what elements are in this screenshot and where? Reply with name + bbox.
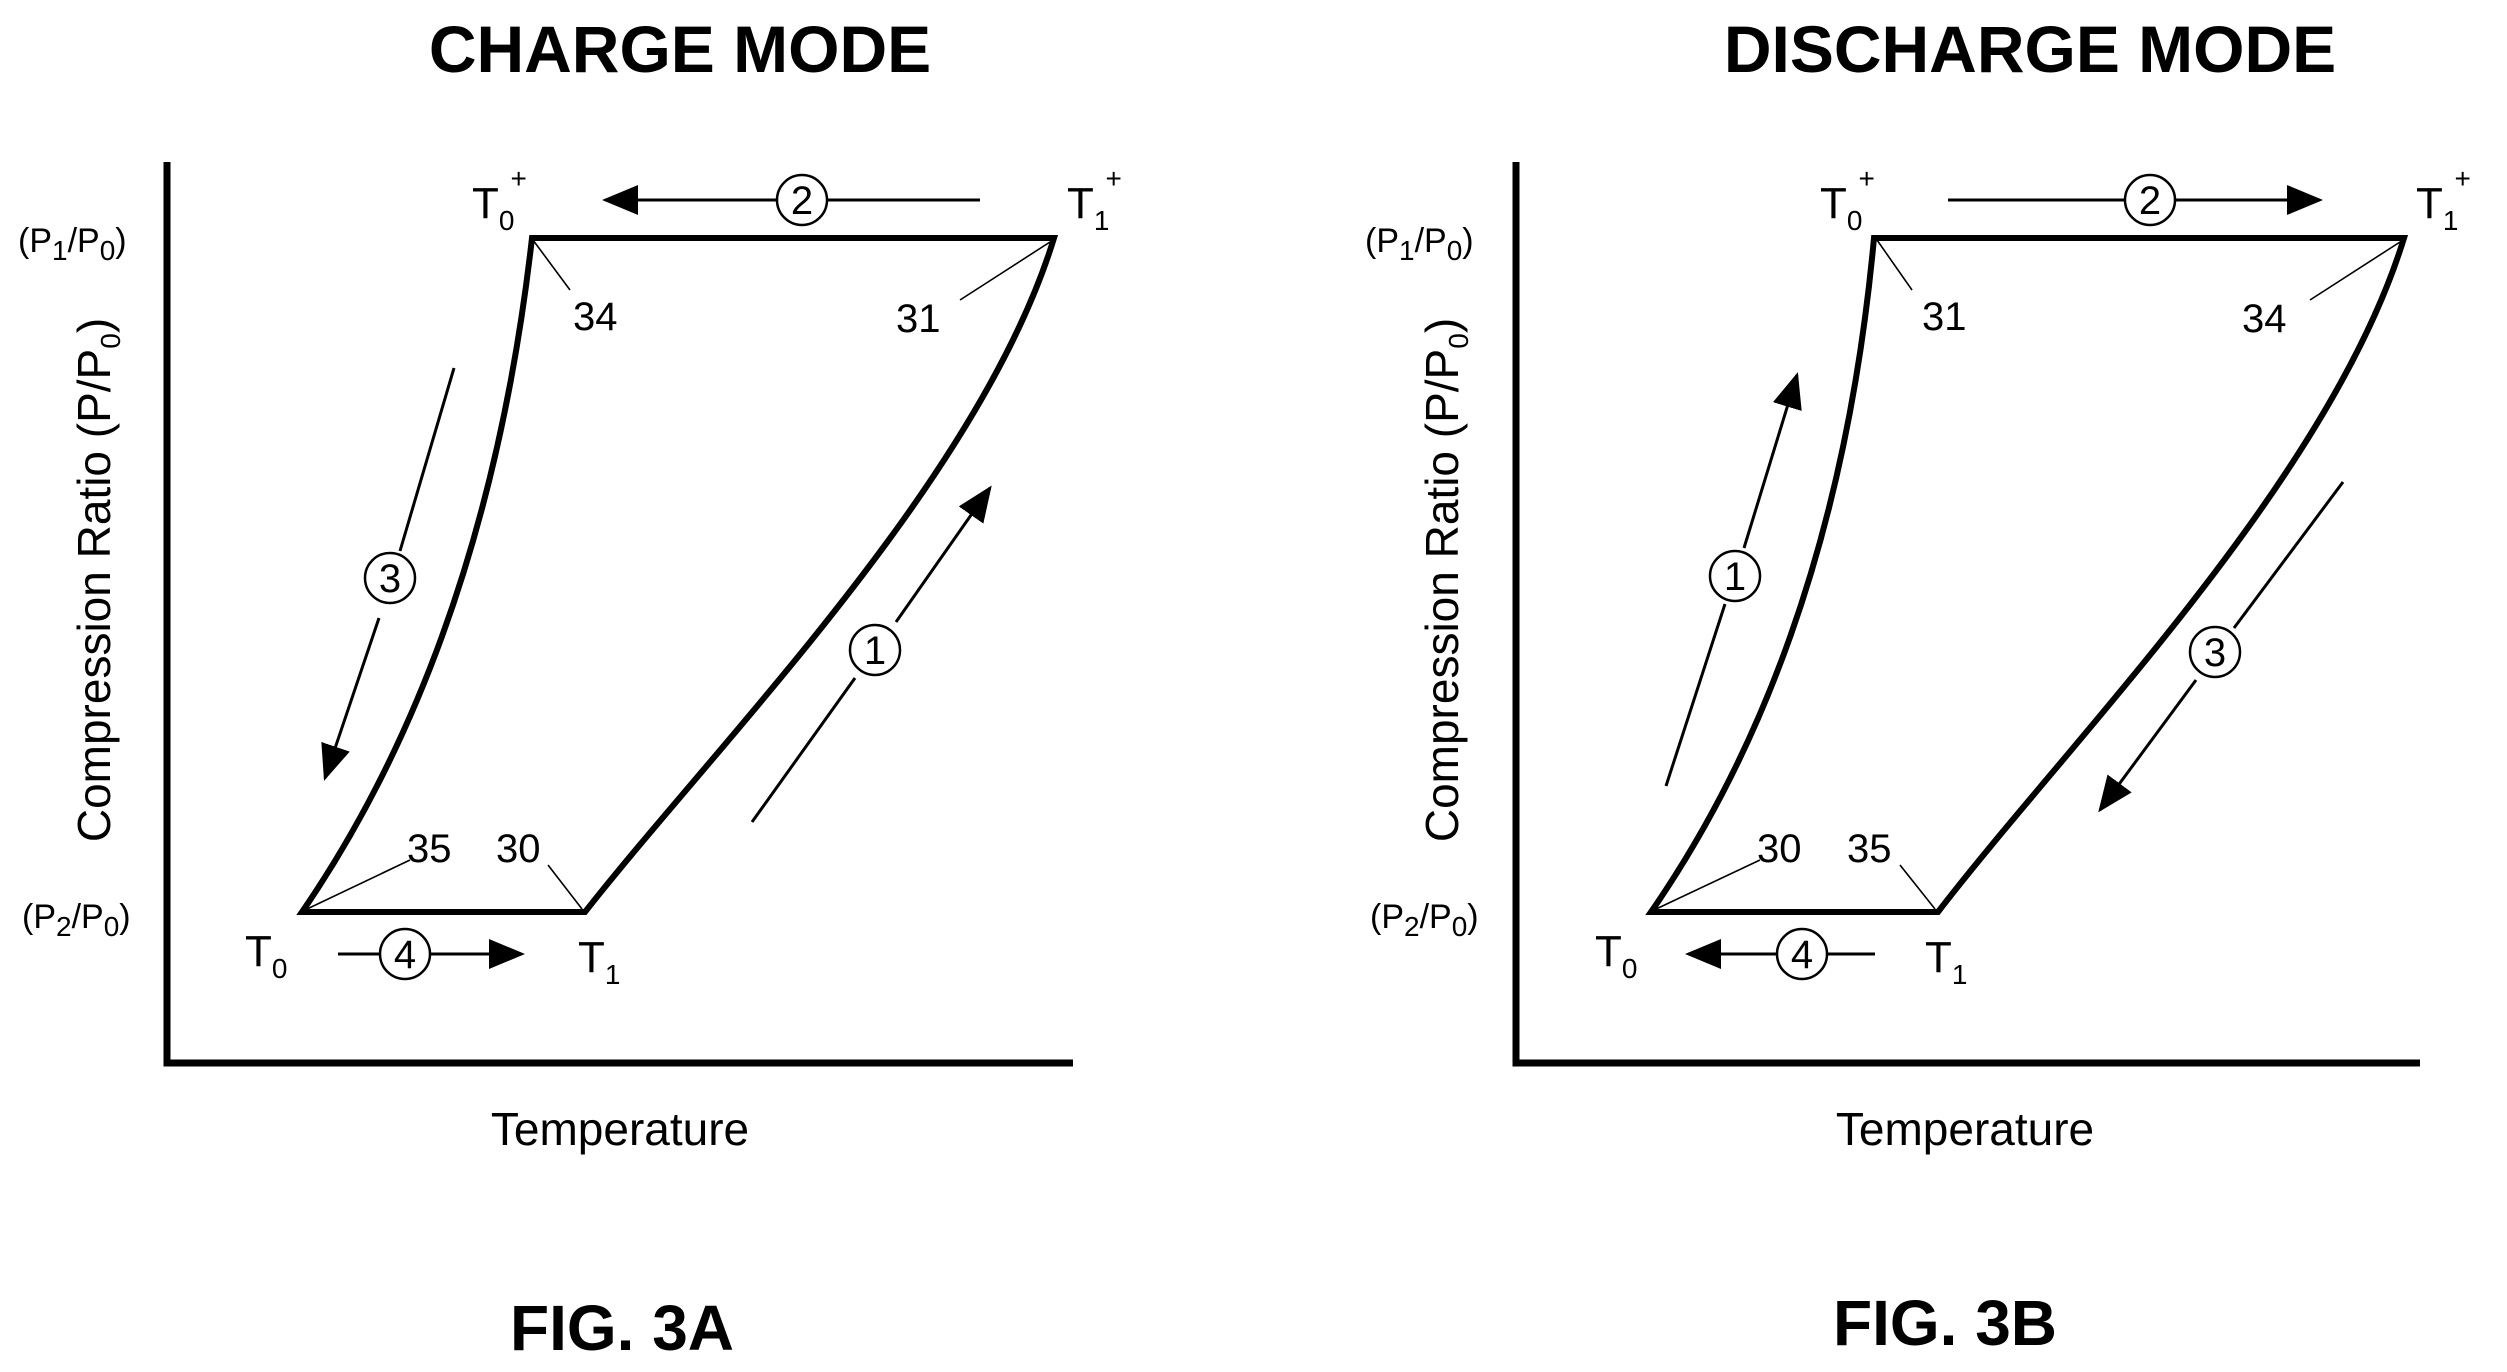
- process-4-circle: [1775, 927, 1829, 981]
- state-label-t0: T0: [1595, 927, 1637, 984]
- leader-line-35: [1899, 864, 1936, 910]
- panel-title: DISCHARGE MODE: [1724, 12, 2336, 86]
- leader-line-34: [532, 239, 571, 291]
- ref-numeral-34: 34: [573, 295, 618, 339]
- process-2-number: 2: [2139, 179, 2161, 223]
- process-4-number: 4: [1791, 933, 1813, 977]
- charge-cycle-curve: [296, 235, 1059, 915]
- panel-charge-mode: CHARGE MODE 34 31 35 30 T0+ T1+ T0 T1 (P…: [18, 12, 1122, 1364]
- process-1-arrow-line: [750, 677, 857, 823]
- y-tick-top: (P1/P0): [1365, 222, 1474, 266]
- axes: [1512, 162, 2420, 1067]
- leader-line-30: [547, 864, 583, 910]
- process-1-number: 1: [864, 629, 886, 673]
- y-axis-label: Compression Ratio (P/P0): [1416, 318, 1474, 842]
- state-label-t1-plus: T1+: [1067, 163, 1122, 236]
- ref-numeral-31: 31: [1922, 295, 1967, 339]
- y-tick-bottom: (P2/P0): [1370, 898, 1479, 942]
- process-1-circle: [1708, 549, 1762, 603]
- ref-numeral-35: 35: [1847, 827, 1892, 871]
- figure-label: FIG. 3B: [1833, 1287, 2057, 1359]
- leader-line-34: [2309, 241, 2401, 301]
- discharge-cycle-curve: [1645, 235, 2409, 915]
- ref-numeral-30: 30: [496, 827, 541, 871]
- state-label-t0-plus: T0+: [1820, 163, 1875, 236]
- state-label-t0: T0: [245, 927, 287, 984]
- process-3-circle: [2188, 625, 2242, 679]
- process-1-arrow-line: [1664, 603, 1727, 787]
- leader-line-31: [1876, 239, 1913, 291]
- y-axis-label: Compression Ratio (P/P0): [68, 318, 126, 842]
- process-1-arrow-head: [1742, 372, 1802, 549]
- axes: [163, 162, 1073, 1067]
- ref-numeral-31: 31: [896, 297, 941, 341]
- process-1-circle: [848, 623, 902, 677]
- process-2-circle: [775, 173, 829, 227]
- x-axis-label: Temperature: [1836, 1103, 2094, 1155]
- process-3-arrow-head: [2098, 679, 2198, 813]
- y-tick-bottom: (P2/P0): [22, 898, 131, 942]
- process-2-circle: [2123, 173, 2177, 227]
- panel-title: CHARGE MODE: [429, 12, 931, 86]
- ref-numeral-35: 35: [407, 827, 452, 871]
- process-3-number: 3: [379, 557, 401, 601]
- leader-line-35: [304, 859, 411, 911]
- x-axis-label: Temperature: [491, 1103, 749, 1155]
- process-3-arrow-head: [321, 617, 381, 781]
- ref-numeral-34: 34: [2242, 297, 2287, 341]
- process-4-number: 4: [394, 933, 416, 977]
- y-tick-top: (P1/P0): [18, 222, 127, 266]
- process-3-circle: [363, 551, 417, 605]
- process-3-number: 3: [2204, 631, 2226, 675]
- state-label-t1: T1: [1925, 933, 1967, 990]
- panel-discharge-mode: DISCHARGE MODE 31 34 30 35 T0+ T1+ T0 T1…: [1365, 12, 2471, 1359]
- figure-label: FIG. 3A: [510, 1292, 734, 1364]
- process-3-arrow-line: [2232, 481, 2345, 629]
- state-label-t1: T1: [578, 933, 620, 990]
- state-label-t0-plus: T0+: [472, 163, 527, 236]
- process-3-arrow-line: [398, 367, 456, 552]
- process-4-circle: [378, 927, 432, 981]
- state-label-t1-plus: T1+: [2416, 163, 2471, 236]
- leader-line-31: [959, 241, 1051, 301]
- process-1-arrow-head: [894, 485, 992, 623]
- leader-line-30: [1653, 859, 1761, 911]
- process-2-number: 2: [791, 179, 813, 223]
- process-1-number: 1: [1724, 555, 1746, 599]
- ref-numeral-30: 30: [1757, 827, 1802, 871]
